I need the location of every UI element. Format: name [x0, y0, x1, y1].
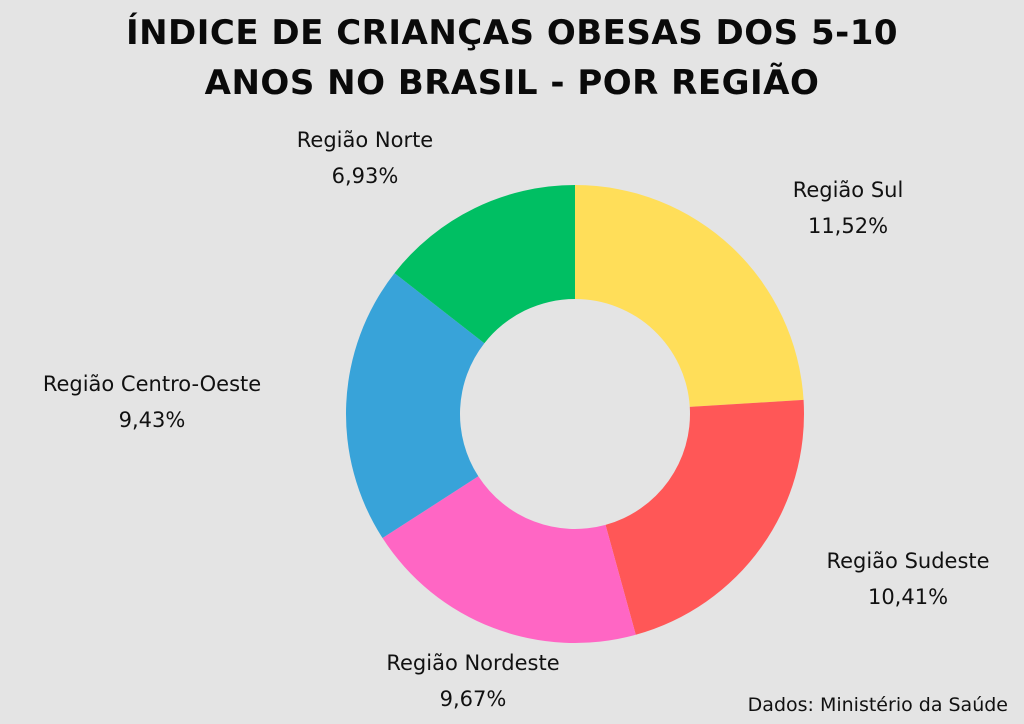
label-norte: Região Norte 6,93%: [297, 122, 433, 194]
slice-regi-o-centro-oeste: [346, 273, 485, 539]
slice-regi-o-sul: [575, 185, 804, 407]
label-name: Região Centro-Oeste: [42, 372, 262, 396]
slice-regi-o-nordeste: [382, 476, 636, 643]
label-value: 9,43%: [118, 408, 186, 432]
label-centro-oeste: Região Centro-Oeste 9,43%: [43, 366, 261, 438]
label-value: 10,41%: [867, 585, 949, 609]
title-line-1: ÍNDICE DE CRIANÇAS OBESAS DOS 5-10: [125, 13, 899, 53]
label-name: Região Nordeste: [386, 651, 560, 675]
label-name: Região Sul: [792, 178, 904, 202]
slice-regi-o-sudeste: [605, 399, 805, 635]
label-sul: Região Sul 11,52%: [793, 172, 904, 244]
label-value: 11,52%: [807, 214, 889, 238]
label-value: 6,93%: [331, 164, 399, 188]
label-name: Região Sudeste: [826, 549, 990, 573]
chart-title: ÍNDICE DE CRIANÇAS OBESAS DOS 5-10 ANOS …: [0, 8, 1024, 108]
label-nordeste: Região Nordeste 9,67%: [386, 645, 559, 717]
title-line-2: ANOS NO BRASIL - POR REGIÃO: [204, 63, 820, 103]
label-sudeste: Região Sudeste 10,41%: [826, 543, 989, 615]
source-note: Dados: Ministério da Saúde: [747, 694, 1008, 716]
label-value: 9,67%: [439, 687, 507, 711]
label-name: Região Norte: [296, 128, 434, 152]
slice-regi-o-norte: [394, 185, 575, 344]
